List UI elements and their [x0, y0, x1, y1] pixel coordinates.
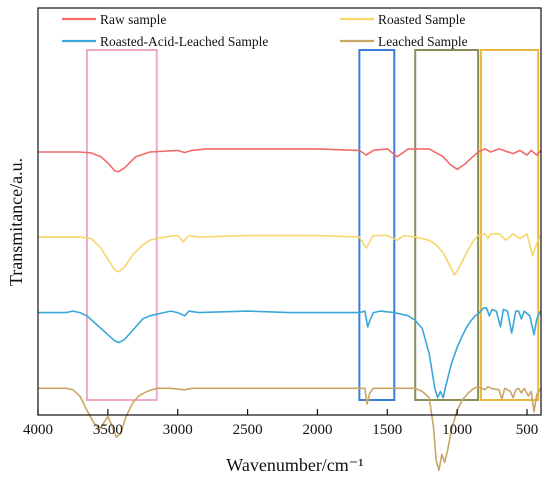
highlight-box-1 — [85, 49, 158, 401]
x-tick-label: 4000 — [23, 422, 53, 438]
highlight-box-4 — [479, 49, 540, 401]
highlight-box-3 — [414, 49, 480, 401]
highlight-box-2 — [358, 49, 396, 401]
legend-label: Raw sample — [100, 12, 166, 27]
legend: Raw sample Roasted Sample Roasted-Acid-Lea… — [62, 12, 468, 49]
x-axis-title: Wavenumber/cm⁻¹ — [226, 455, 363, 475]
x-tick-label: 3500 — [93, 422, 123, 438]
x-tick-label: 2500 — [233, 422, 263, 438]
legend-item-3: Roasted-Acid-Leached Sample — [62, 34, 268, 49]
series-line-3 — [38, 307, 542, 399]
highlight-boxes — [85, 49, 540, 401]
legend-label: Leached Sample — [378, 34, 468, 49]
series-line-2 — [38, 233, 542, 276]
x-tick-label: 1000 — [442, 422, 472, 438]
legend-item-4: Leached Sample — [340, 34, 468, 49]
x-tick-label: 500 — [516, 422, 539, 438]
axes: 4000 3500 3000 2500 2000 1500 1000 500 — [23, 7, 542, 438]
series-line-4 — [38, 385, 542, 471]
legend-label: Roasted-Acid-Leached Sample — [100, 34, 268, 49]
x-tick-label: 1500 — [372, 422, 402, 438]
x-tick-label: 3000 — [163, 422, 193, 438]
legend-item-1: Raw sample — [62, 12, 166, 27]
y-axis-title: Transmitance/a.u. — [6, 158, 26, 286]
series-line-1 — [38, 148, 542, 173]
plot-frame — [37, 7, 542, 416]
legend-label: Roasted Sample — [378, 12, 465, 27]
series-lines — [38, 148, 542, 471]
x-tick-label: 2000 — [302, 422, 332, 438]
legend-item-2: Roasted Sample — [340, 12, 465, 27]
